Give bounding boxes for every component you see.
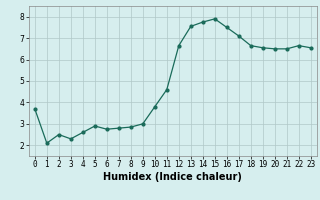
X-axis label: Humidex (Indice chaleur): Humidex (Indice chaleur) (103, 172, 242, 182)
